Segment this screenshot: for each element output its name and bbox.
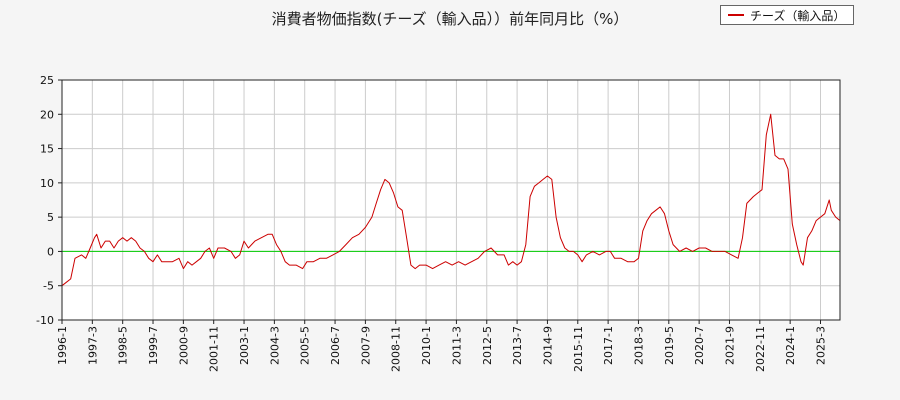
x-tick-label: 2007-9	[359, 326, 372, 365]
x-tick-label: 2003-1	[238, 326, 251, 365]
y-tick-label: -5	[43, 280, 54, 293]
x-tick-label: 2017-1	[602, 326, 615, 365]
legend-label: チーズ（輸入品）	[750, 8, 846, 23]
x-tick-label: 2010-1	[420, 326, 433, 365]
y-tick-label: 20	[40, 108, 54, 121]
x-tick-label: 2005-5	[299, 326, 312, 365]
x-tick-label: 1997-3	[86, 326, 99, 365]
x-tick-label: 2022-11	[754, 326, 767, 372]
x-tick-label: 2001-11	[208, 326, 221, 372]
x-tick-label: 2018-3	[632, 326, 645, 365]
x-tick-label: 2020-7	[693, 326, 706, 365]
y-tick-label: 0	[47, 245, 54, 258]
series-line-0	[61, 113, 841, 287]
x-tick-label: 2025-3	[814, 326, 827, 365]
series-group	[61, 113, 841, 287]
x-tick-label: 2021-9	[723, 326, 736, 365]
y-tick-label: 15	[40, 143, 54, 156]
x-tick-label: 1996-1	[56, 326, 69, 365]
x-tick-label: 2006-7	[329, 326, 342, 365]
x-tick-label: 2000-9	[177, 326, 190, 365]
x-tick-label: 2019-5	[663, 326, 676, 365]
y-tick-label: 25	[40, 74, 54, 87]
x-tick-label: 2011-3	[450, 326, 463, 365]
x-tick-label: 2024-1	[784, 326, 797, 365]
x-tick-label: 2015-11	[572, 326, 585, 372]
y-tick-label: 5	[47, 211, 54, 224]
y-axis: 25 20 15 10 5 0 -5 -10	[36, 74, 62, 327]
x-tick-label: 2012-5	[481, 326, 494, 365]
x-axis: 1996-1 1997-3 1998-5 1999-7 2000-9 2001-11 200…	[56, 320, 827, 372]
y-tick-label: 10	[40, 177, 54, 190]
y-tick-label: -10	[36, 314, 54, 327]
x-tick-label: 2004-3	[268, 326, 281, 365]
x-tick-label: 1999-7	[147, 326, 160, 365]
x-tick-label: 2014-9	[541, 326, 554, 365]
x-tick-label: 2013-7	[511, 326, 524, 365]
legend: チーズ（輸入品）	[720, 5, 854, 25]
x-tick-label: 2008-11	[390, 326, 403, 372]
plot-area	[62, 80, 840, 320]
legend-swatch	[728, 14, 744, 16]
x-tick-label: 1998-5	[117, 326, 130, 365]
plot-frame	[61, 79, 841, 321]
chart-title: 消費者物価指数(チーズ（輸入品））前年同月比（%）	[271, 10, 629, 28]
